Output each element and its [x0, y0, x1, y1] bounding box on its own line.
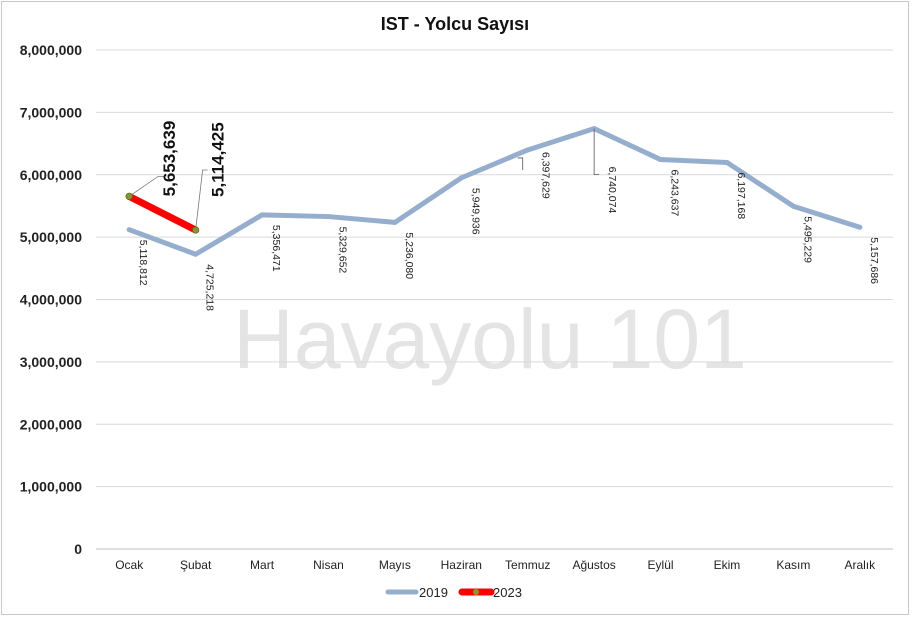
leader-line-2023 [128, 175, 166, 197]
series-line-2023 [125, 192, 200, 234]
y-axis-ticks: 0 1,000,000 2,000,000 3,000,000 4,000,000 5,0… [20, 42, 83, 557]
y-tick-label: 6,000,000 [20, 167, 82, 183]
data-label-2019: 5,356,471 [270, 225, 282, 272]
data-label-2019: 5,495,229 [801, 216, 813, 263]
x-tick-label: Ağustos [572, 558, 615, 572]
y-tick-label: 1,000,000 [20, 479, 82, 495]
legend-marker-2023 [473, 589, 479, 595]
data-label-2019: 6,243,637 [669, 170, 681, 217]
data-label-2019: 5,118,812 [137, 240, 149, 286]
data-label-2019: 5,157,686 [868, 237, 880, 284]
data-point-2019 [392, 219, 398, 225]
series-line-2019 [126, 126, 863, 257]
data-label-2023: 5,114,425 [209, 122, 228, 197]
x-tick-label: Aralık [844, 558, 876, 572]
data-point-2019 [458, 175, 464, 181]
data-point-2019 [790, 203, 796, 209]
data-point-2019 [525, 147, 531, 153]
data-point-2019 [325, 214, 331, 220]
x-tick-label: Nisan [313, 558, 344, 572]
data-label-2019: 5,236,080 [403, 232, 415, 279]
leader-line-2019 [517, 157, 524, 170]
x-tick-label: Mart [250, 558, 275, 572]
y-tick-label: 7,000,000 [20, 104, 82, 120]
y-tick-label: 2,000,000 [20, 416, 82, 432]
data-point-2019 [658, 157, 664, 163]
data-point-2019 [193, 251, 199, 257]
x-tick-label: Şubat [180, 558, 212, 572]
data-label-2019: 6,397,629 [540, 152, 552, 199]
data-point-2019 [259, 212, 265, 218]
leader-line-2023 [195, 169, 208, 231]
data-point-2019 [857, 224, 863, 230]
y-tick-label: 3,000,000 [20, 354, 82, 370]
x-tick-label: Temmuz [505, 558, 550, 572]
x-tick-label: Kasım [776, 558, 810, 572]
x-tick-label: Haziran [441, 558, 482, 572]
legend: 2019 2023 [385, 585, 522, 600]
data-label-2023: 5,653,639 [160, 121, 179, 197]
data-label-2019: 5,329,652 [336, 227, 348, 274]
x-tick-label: Ocak [115, 558, 144, 572]
data-label-2019: 6,740,074 [606, 167, 618, 214]
series-2019: 5,118,812 4,725,218 5,356,471 5,329,652 5,23… [126, 126, 880, 311]
y-tick-label: 0 [74, 541, 82, 557]
legend-label-2019: 2019 [419, 585, 448, 600]
chart-title: IST - Yolcu Sayısı [381, 14, 529, 34]
data-label-2019: 6,197,168 [735, 172, 747, 219]
x-tick-label: Mayıs [379, 558, 411, 572]
leader-line-2019 [593, 128, 600, 175]
data-label-2019: 4,725,218 [204, 264, 216, 311]
watermark: Havayolu 101 [233, 292, 747, 386]
x-axis-ticks: Ocak Şubat Mart Nisan Mayıs Haziran Temmuz Ağus… [115, 558, 876, 572]
y-tick-label: 5,000,000 [20, 229, 82, 245]
gridlines [96, 49, 893, 550]
x-tick-label: Eylül [648, 558, 674, 572]
series-2023: 5,653,639 5,114,425 [125, 121, 228, 234]
legend-label-2023: 2023 [493, 585, 522, 600]
y-tick-label: 8,000,000 [20, 42, 82, 58]
data-point-2019 [724, 159, 730, 165]
data-point-2019 [126, 227, 132, 233]
data-label-2019: 5,949,936 [469, 188, 481, 235]
y-tick-label: 4,000,000 [20, 292, 82, 308]
x-tick-label: Ekim [714, 558, 741, 572]
